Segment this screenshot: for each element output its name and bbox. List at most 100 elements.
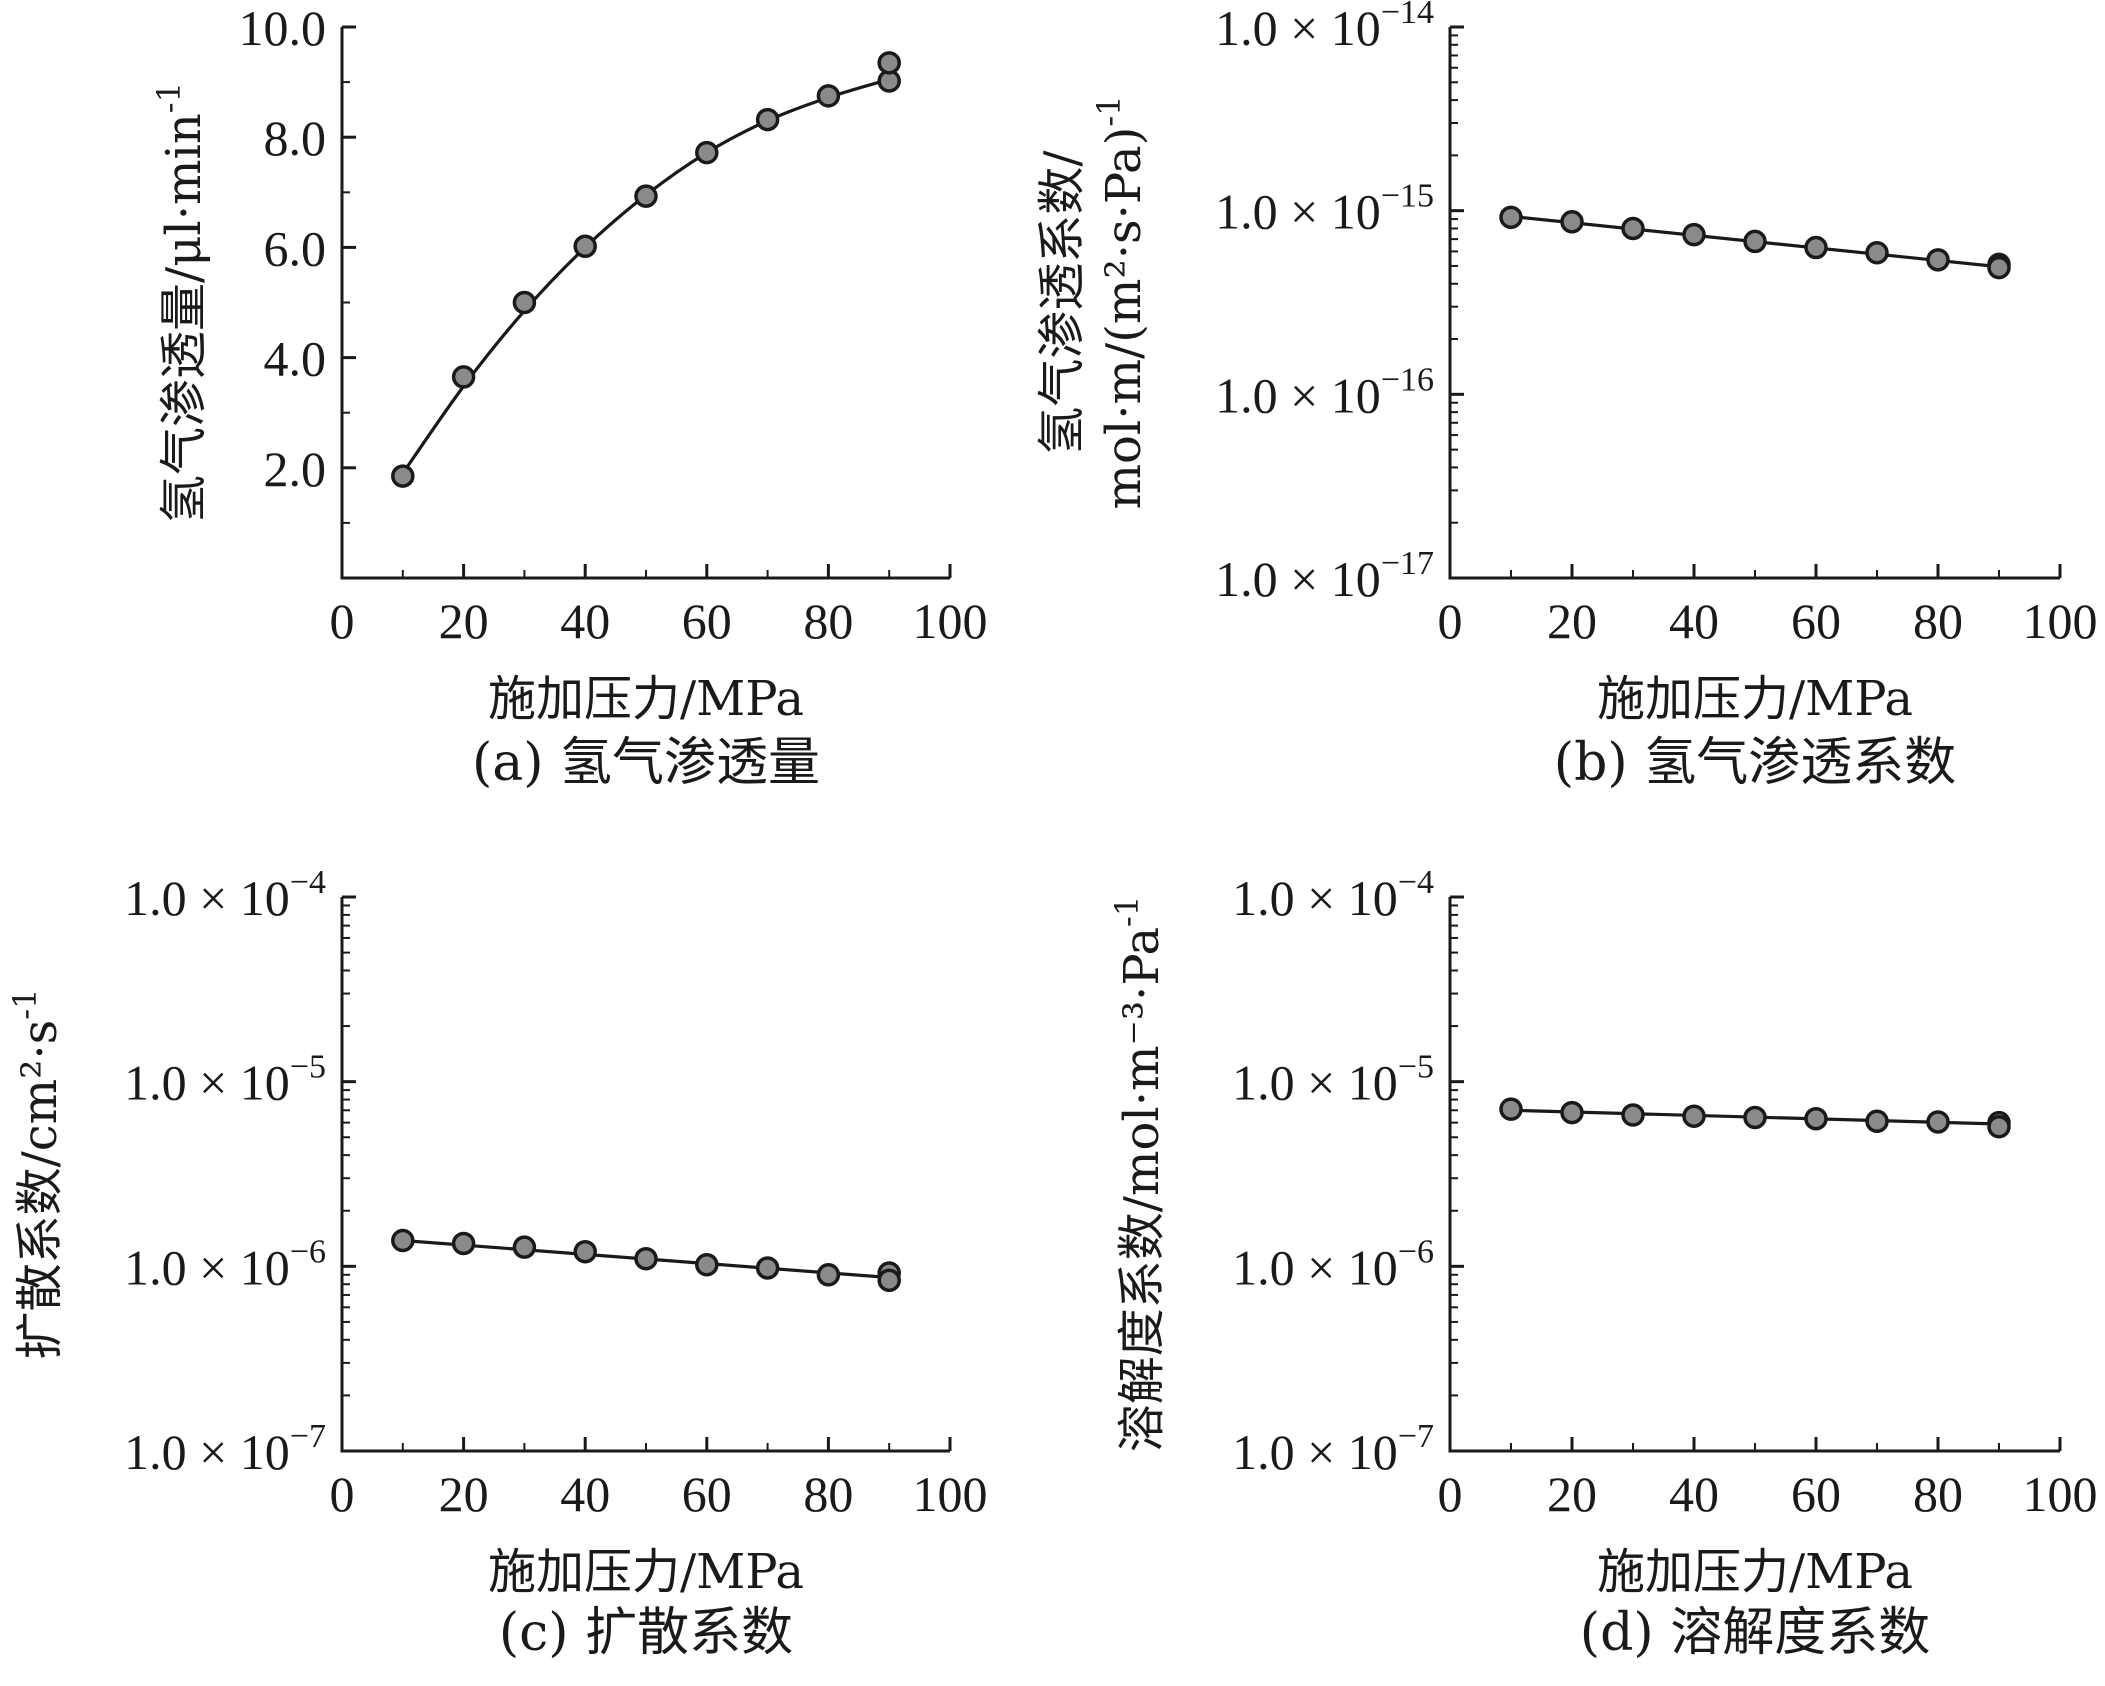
data-point [1621, 216, 1645, 241]
x-axis-label: 施加压力/MPa [488, 671, 804, 727]
y-tick-label: 1.0 × 10−4 [1232, 864, 1434, 926]
data-point [1499, 1097, 1523, 1121]
data-point [1987, 1114, 2011, 1139]
y-tick-label: 8.0 [264, 110, 327, 166]
y-tick-label: 1.0 × 10−17 [1215, 545, 1434, 607]
data-point [877, 1268, 901, 1293]
y-tick-label: 1.0 × 10−7 [124, 1418, 326, 1480]
data-point [1743, 1105, 1767, 1130]
data-point [1560, 1100, 1584, 1125]
x-tick-label: 40 [1669, 1466, 1719, 1522]
data-point [391, 464, 415, 488]
data-point [1682, 1104, 1706, 1128]
x-tick-label: 100 [2023, 1466, 2098, 1522]
x-tick-label: 40 [560, 593, 610, 649]
x-tick-label: 0 [330, 1466, 355, 1522]
data-point [1682, 222, 1706, 247]
x-tick-label: 80 [1913, 1466, 1963, 1522]
data-point [1804, 235, 1828, 260]
data-point [1865, 1109, 1889, 1134]
x-axis-label: 施加压力/MPa [1597, 1544, 1913, 1600]
y-axis-label: 氢气渗透量/μl·min-1 [150, 82, 212, 523]
y-axis-label-units: mol·m/(m²·s·Pa)-1 [1090, 96, 1152, 510]
x-tick-label: 80 [803, 1466, 853, 1522]
x-tick-label: 40 [1669, 593, 1719, 649]
x-axis-label: 施加压力/MPa [488, 1544, 804, 1600]
y-tick-label: 1.0 × 10−5 [1232, 1049, 1434, 1111]
x-tick-label: 20 [439, 1466, 489, 1522]
fit-line [401, 77, 890, 475]
data-point [451, 365, 476, 389]
y-tick-label: 1.0 × 10−5 [124, 1049, 326, 1111]
x-tick-label: 0 [330, 593, 355, 649]
chart-caption: (d) 溶解度系数 [1580, 1603, 1930, 1663]
y-tick-label: 10.0 [239, 0, 327, 56]
data-point [1621, 1103, 1645, 1127]
chart-panel-c: 0 20 40 60 80 100 1.0 × 10−7 1.0 × 10−6 1.0 × 10… [6, 864, 988, 1663]
y-tick-label: 2.0 [264, 441, 327, 497]
data-point [1804, 1106, 1828, 1131]
chart-caption: (c) 扩散系数 [499, 1603, 793, 1663]
axes-frame [1448, 897, 2060, 1453]
axes-frame [340, 897, 950, 1453]
data-point [1743, 229, 1767, 254]
x-tick-label: 20 [1547, 593, 1597, 649]
data-point [573, 1239, 597, 1264]
data-point [755, 107, 780, 132]
chart-caption: (a) 氢气渗透量 [472, 733, 820, 793]
axes-frame [340, 27, 950, 580]
axes-frame [1448, 27, 2060, 580]
y-tick-label: 1.0 × 10−6 [1232, 1233, 1434, 1295]
data-point [451, 1231, 476, 1256]
data-point [877, 51, 901, 75]
y-tick-label: 1.0 × 10−6 [124, 1233, 326, 1295]
data-point [755, 1256, 780, 1280]
x-tick-label: 80 [1913, 593, 1963, 649]
x-axis-label: 施加压力/MPa [1597, 671, 1913, 727]
y-tick-label: 1.0 × 10−14 [1215, 0, 1434, 56]
data-point [634, 1246, 658, 1271]
data-point [1865, 241, 1889, 265]
data-point [695, 140, 719, 165]
x-tick-label: 40 [560, 1466, 610, 1522]
y-axis-label: 溶解度系数/mol·m⁻³·Pa-1 [1108, 896, 1170, 1452]
data-point [816, 1263, 841, 1287]
x-tick-label: 60 [682, 593, 732, 649]
y-tick-label: 6.0 [264, 220, 327, 276]
data-point [1560, 210, 1584, 234]
data-point [512, 1235, 537, 1259]
data-point [1499, 205, 1523, 230]
x-tick-label: 100 [2023, 593, 2098, 649]
data-point [1987, 255, 2011, 280]
x-tick-label: 20 [1547, 1466, 1597, 1522]
data-point [391, 1228, 415, 1253]
data-point [1926, 248, 1950, 272]
x-tick-label: 20 [439, 593, 489, 649]
x-tick-label: 100 [913, 593, 988, 649]
y-tick-label: 1.0 × 10−16 [1215, 361, 1434, 423]
chart-panel-b: 0 20 40 60 80 100 1.0 × 10−17 1.0 × 10−16 1.0 × … [1034, 0, 2098, 793]
chart-panel-d: 0 20 40 60 80 100 1.0 × 10−7 1.0 × 10−6 1.0 × 10… [1108, 864, 2098, 1663]
data-point [1926, 1110, 1950, 1134]
chart-caption: (b) 氢气渗透系数 [1554, 733, 1956, 793]
data-point [816, 84, 841, 108]
data-point [573, 234, 597, 259]
data-point [634, 184, 658, 208]
chart-panel-a: 0 20 40 60 80 100 2.0 4.0 6.0 8.0 10.0 施加压力/MPa (a) … [150, 0, 988, 793]
x-tick-label: 60 [682, 1466, 732, 1522]
y-tick-label: 4.0 [264, 331, 327, 387]
x-tick-label: 100 [913, 1466, 988, 1522]
x-tick-label: 80 [803, 593, 853, 649]
x-tick-label: 60 [1791, 593, 1841, 649]
data-point [695, 1252, 719, 1277]
y-tick-label: 1.0 × 10−15 [1215, 178, 1434, 240]
x-tick-label: 0 [1438, 593, 1463, 649]
x-tick-label: 0 [1438, 1466, 1463, 1522]
y-tick-label: 1.0 × 10−7 [1232, 1418, 1434, 1480]
y-tick-label: 1.0 × 10−4 [124, 864, 326, 926]
y-axis-label: 氢气渗透系数/ [1034, 150, 1090, 455]
x-tick-label: 60 [1791, 1466, 1841, 1522]
data-point [512, 290, 537, 315]
y-axis-label: 扩散系数/cm²·s-1 [6, 989, 68, 1360]
